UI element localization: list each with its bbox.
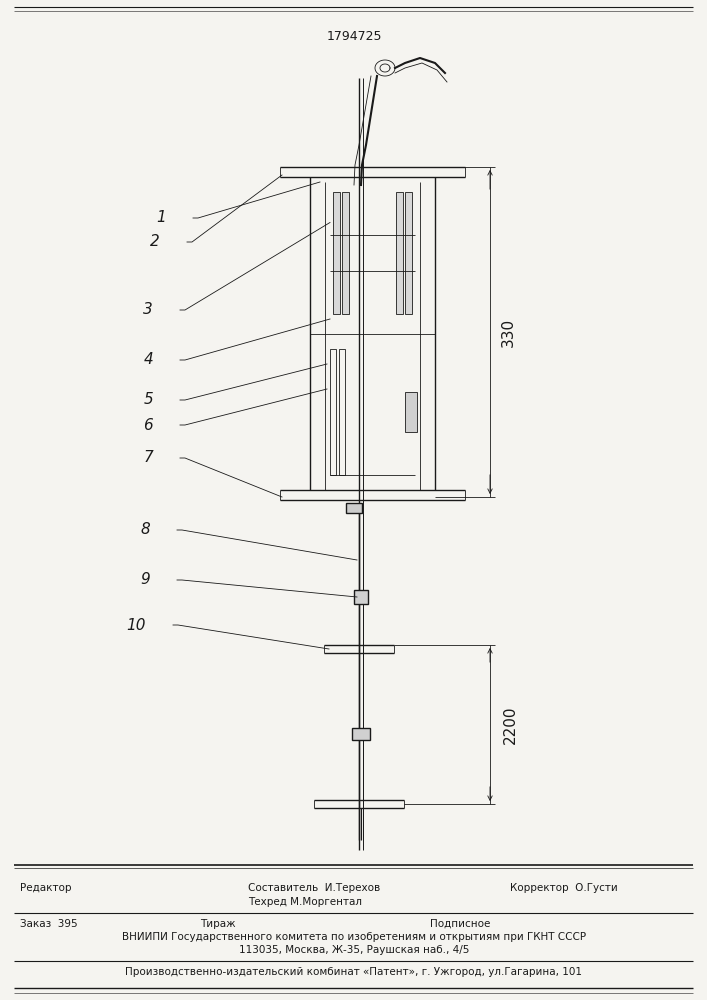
Text: 3: 3	[144, 302, 153, 318]
Text: 113035, Москва, Ж-35, Раушская наб., 4/5: 113035, Москва, Ж-35, Раушская наб., 4/5	[239, 945, 469, 955]
Bar	[333, 192, 340, 314]
Text: 1794725: 1794725	[326, 30, 382, 43]
Bar	[354, 590, 368, 604]
Text: Техред М.Моргентал: Техред М.Моргентал	[248, 897, 362, 907]
Text: ВНИИПИ Государственного комитета по изобретениям и открытиям при ГКНТ СССР: ВНИИПИ Государственного комитета по изоб…	[122, 932, 586, 942]
Text: Подписное: Подписное	[430, 919, 491, 929]
Bar	[342, 192, 349, 314]
Bar	[396, 192, 403, 314]
Text: 9: 9	[140, 572, 150, 587]
Text: 10: 10	[127, 617, 146, 633]
Text: 6: 6	[144, 418, 153, 432]
Text: Тираж: Тираж	[200, 919, 235, 929]
Text: Заказ  395: Заказ 395	[20, 919, 78, 929]
Bar	[339, 349, 345, 475]
Text: 330: 330	[501, 317, 515, 347]
Text: Производственно-издательский комбинат «Патент», г. Ужгород, ул.Гагарина, 101: Производственно-издательский комбинат «П…	[126, 967, 583, 977]
Text: 5: 5	[144, 392, 153, 408]
Text: 2: 2	[151, 234, 160, 249]
Text: 1: 1	[156, 211, 166, 226]
Text: 2200: 2200	[503, 705, 518, 744]
Text: 8: 8	[140, 522, 150, 538]
Bar	[405, 392, 417, 432]
Text: Редактор: Редактор	[20, 883, 71, 893]
Bar	[352, 728, 370, 740]
Text: Корректор  О.Густи: Корректор О.Густи	[510, 883, 618, 893]
Bar	[330, 349, 336, 475]
Text: 4: 4	[144, 353, 153, 367]
Text: Составитель  И.Терехов: Составитель И.Терехов	[248, 883, 380, 893]
Bar	[346, 503, 362, 513]
Bar	[405, 192, 412, 314]
Text: 7: 7	[144, 450, 153, 466]
